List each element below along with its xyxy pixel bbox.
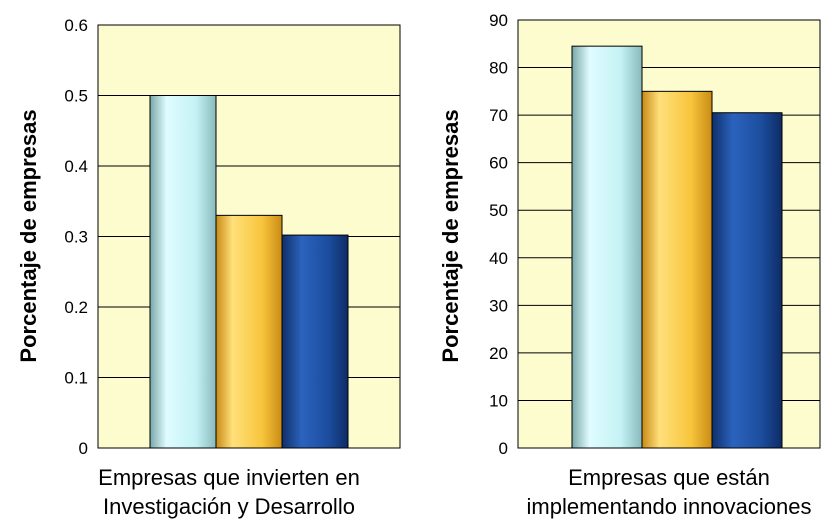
y-tick-label-left-5: 0.5 [64, 87, 88, 106]
y-tick-label-right-5: 50 [489, 201, 508, 220]
y-tick-label-right-4: 40 [489, 249, 508, 268]
bar-right-series-2 [641, 90, 713, 449]
y-tick-label-right-0: 0 [499, 439, 508, 458]
bars-right [571, 45, 783, 449]
y-tick-label-right-8: 80 [489, 59, 508, 78]
y-tick-label-right-3: 30 [489, 296, 508, 315]
bar-left-series-1 [149, 95, 217, 449]
y-tick-label-left-3: 0.3 [64, 228, 88, 247]
y-tick-label-left-6: 0.6 [64, 16, 88, 35]
chart-right: 0 10 20 30 40 50 60 70 80 90 Porcentaje de empres… [438, 11, 821, 519]
bar-left-series-2 [215, 214, 283, 449]
y-tick-label-left-0: 0 [79, 439, 88, 458]
bars-left [149, 95, 349, 449]
y-tick-label-left-2: 0.2 [64, 298, 88, 317]
category-label-right-line1: Empresas que están [568, 465, 770, 490]
y-ticks-left: 0 0.1 0.2 0.3 0.4 0.5 0.6 [64, 16, 88, 458]
y-tick-label-right-1: 10 [489, 391, 508, 410]
category-label-right-line2: implementando innovaciones [527, 494, 812, 519]
y-axis-title-left: Porcentaje de empresas [16, 109, 41, 362]
category-label-left-line1: Empresas que invierten en [98, 465, 360, 490]
y-tick-label-right-2: 20 [489, 344, 508, 363]
y-tick-label-right-7: 70 [489, 106, 508, 125]
y-tick-label-left-1: 0.1 [64, 369, 88, 388]
y-axis-title-right: Porcentaje de empresas [438, 109, 463, 362]
bar-right-series-1 [571, 45, 643, 449]
bar-left-series-3 [281, 234, 349, 449]
y-tick-label-left-4: 0.4 [64, 157, 88, 176]
bar-right-series-3 [711, 112, 783, 449]
y-tick-label-right-9: 90 [489, 11, 508, 30]
y-tick-label-right-6: 60 [489, 154, 508, 173]
chart-left: 0 0.1 0.2 0.3 0.4 0.5 0.6 Porcentaje de empres… [16, 16, 401, 519]
category-label-left-line2: Investigación y Desarrollo [103, 494, 355, 519]
y-ticks-right: 0 10 20 30 40 50 60 70 80 90 [489, 11, 508, 458]
